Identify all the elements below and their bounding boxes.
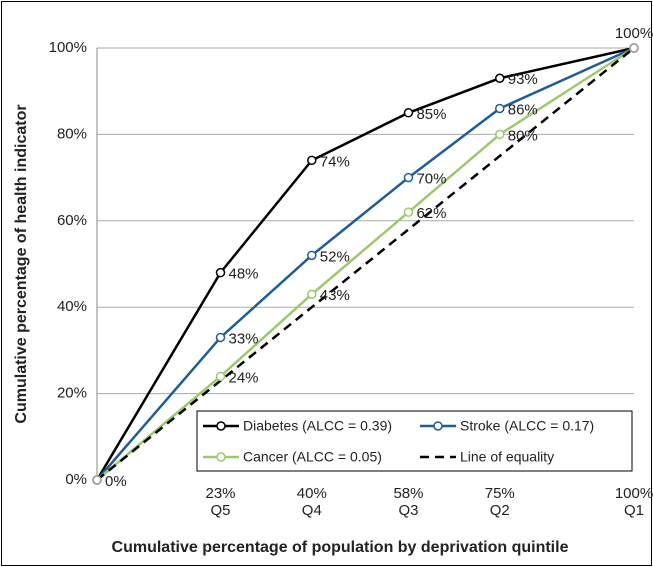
data-label: 80%: [508, 127, 538, 144]
point: [495, 103, 505, 114]
data-label: 93%: [508, 71, 538, 88]
x-tick-label: 58%: [393, 485, 423, 502]
x-tick-label: 23%: [205, 485, 235, 502]
y-tick-label: 0%: [65, 471, 87, 488]
series-line: [96, 47, 635, 481]
series-line: [95, 46, 635, 481]
data-label: 33%: [229, 330, 259, 347]
y-tick-label: 100%: [49, 39, 87, 56]
x-axis-label: Cumulative percentage of population by d…: [112, 539, 569, 556]
x-tick-label: 40%: [297, 485, 327, 502]
point: [495, 73, 505, 83]
data-label: 86%: [508, 101, 538, 118]
legend-marker: [216, 452, 226, 462]
x-tick-label: 100%: [615, 485, 653, 502]
data-label: 52%: [320, 248, 350, 265]
point: [215, 267, 226, 278]
data-label: 0%: [105, 473, 127, 490]
point: [92, 475, 102, 485]
data-label: 62%: [416, 205, 446, 222]
point: [215, 332, 226, 343]
legend-marker: [433, 421, 443, 431]
legend-label: Line of equality: [460, 449, 554, 465]
legend: Diabetes (ALCC = 0.39) Stroke (ALCC = 0.1…: [196, 410, 633, 472]
point: [307, 289, 317, 299]
point: [307, 250, 317, 261]
x-tick-group: Q2: [490, 502, 510, 519]
x-tick-group: Q1: [624, 502, 644, 519]
data-label: 100%: [615, 25, 653, 42]
y-tick-label: 20%: [57, 385, 87, 402]
point: [403, 207, 414, 217]
point: [629, 43, 639, 53]
x-tick-group: Q5: [211, 502, 231, 519]
legend-marker: [216, 421, 226, 431]
data-label: 74%: [320, 153, 350, 170]
x-tick-group: Q4: [302, 502, 322, 519]
y-tick-label: 80%: [57, 125, 87, 142]
series-line: [96, 46, 635, 481]
series-line: [96, 46, 635, 481]
data-label: 48%: [229, 266, 259, 283]
legend-label: Stroke (ALCC = 0.17): [460, 418, 594, 434]
y-tick-label: 60%: [57, 212, 87, 229]
point: [403, 172, 414, 183]
data-label: 24%: [229, 369, 259, 386]
legend-box: [196, 410, 633, 472]
point: [215, 371, 226, 382]
point: [307, 155, 317, 166]
y-tick-label: 40%: [57, 298, 87, 315]
point: [495, 129, 505, 140]
x-tick-label: 75%: [485, 485, 515, 502]
x-tick-group: Q3: [398, 502, 418, 519]
legend-label: Diabetes (ALCC = 0.39): [243, 418, 392, 434]
data-label: 85%: [416, 106, 446, 123]
data-label: 70%: [416, 171, 446, 188]
data-label: 43%: [320, 287, 350, 304]
y-axis-label: Cumulative percentage of health indicato…: [13, 104, 30, 423]
point: [403, 108, 414, 118]
legend-label: Cancer (ALCC = 0.05): [243, 449, 382, 465]
